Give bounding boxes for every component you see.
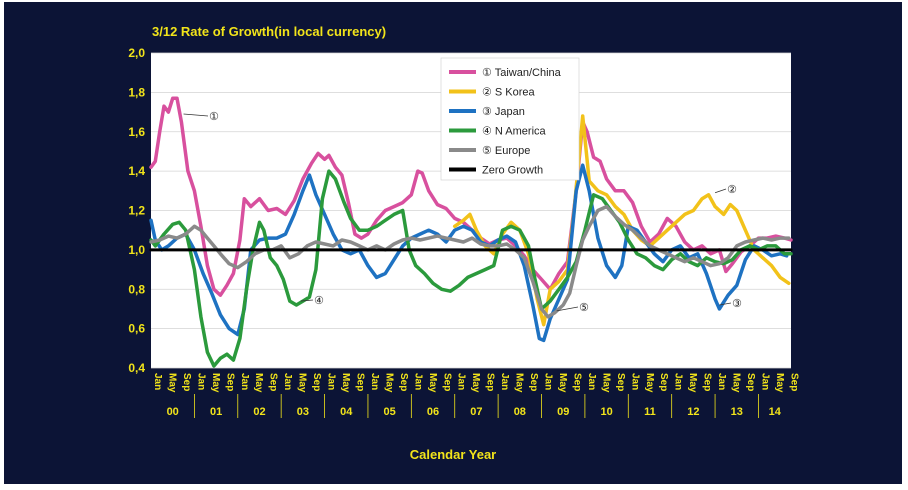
x-month-tick-label: Sep	[528, 373, 539, 391]
x-month-tick-label: May	[383, 373, 394, 393]
series-line	[149, 204, 791, 319]
legend-label: Zero Growth	[482, 165, 543, 177]
annotations: ① ② ③ ④ ⑤	[183, 110, 742, 314]
series-lines	[149, 96, 793, 368]
x-month-tick-label: Jan	[412, 373, 423, 390]
y-tick-label: 0,6	[128, 322, 145, 336]
x-month-tick-label: May	[470, 373, 481, 393]
y-tick-label: 1,6	[128, 125, 145, 139]
annotation-leader	[183, 113, 209, 117]
legend-label: ① Taiwan/China	[482, 67, 562, 79]
year-label: 10	[600, 406, 612, 418]
annotation-label: ④	[314, 294, 324, 307]
x-month-tick-label: Jan	[152, 373, 163, 390]
annotation-label: ③	[732, 297, 742, 310]
x-month-tick-label: May	[297, 373, 308, 393]
x-month-tick-label: Sep	[398, 373, 409, 391]
legend-label: ④ N America	[482, 126, 547, 138]
x-month-tick-label: Jan	[629, 373, 640, 390]
x-month-tick-label: Jan	[759, 373, 770, 390]
x-month-tick-label: Sep	[788, 373, 799, 391]
x-month-tick-label: Sep	[702, 373, 713, 391]
x-month-tick-label: May	[600, 373, 611, 393]
x-month-tick-label: May	[253, 373, 264, 393]
x-month-tick-label: Sep	[311, 373, 322, 391]
x-month-tick-label: Sep	[485, 373, 496, 391]
x-month-tick-label: May	[731, 373, 742, 393]
x-month-tick-label: Sep	[354, 373, 365, 391]
annotation-leader	[556, 306, 579, 312]
legend-label: ⑤ Europe	[482, 145, 530, 157]
y-tick-label: 2,0	[128, 46, 145, 60]
year-label: 08	[514, 406, 526, 418]
x-month-tick-label: Jan	[239, 373, 250, 390]
year-label: 03	[297, 406, 309, 418]
x-month-tick-label: Sep	[268, 373, 279, 391]
x-month-tick-label: Jan	[456, 373, 467, 390]
x-month-tick-label: Sep	[745, 373, 756, 391]
annotation-label: ⑤	[579, 301, 589, 314]
x-month-tick-label: Sep	[615, 373, 626, 391]
x-month-tick-label: May	[210, 373, 221, 393]
year-label: 05	[384, 406, 396, 418]
x-month-tick-label: Jan	[673, 373, 684, 390]
y-tick-label: 0,8	[128, 282, 145, 296]
x-month-tick-label: May	[644, 373, 655, 393]
annotation-label: ②	[727, 183, 737, 196]
x-month-tick-label: May	[166, 373, 177, 393]
x-month-tick-label: May	[687, 373, 698, 393]
chart-panel: 3/12 Rate of Growth(in local currency) 2…	[4, 2, 902, 484]
annotation-leader	[719, 302, 732, 306]
x-month-tick-label: Jan	[543, 373, 554, 390]
x-axis-label: Calendar Year	[409, 447, 497, 462]
x-month-tick-label: Jan	[369, 373, 380, 390]
year-label: 09	[557, 406, 569, 418]
y-tick-label: 1,8	[128, 85, 145, 99]
legend: ① Taiwan/China ② S Korea ③ Japan ④ N Americ…	[440, 57, 580, 181]
annotation-leader	[714, 188, 727, 194]
series-line	[452, 114, 791, 327]
year-label: 13	[731, 406, 743, 418]
x-month-tick-label: Sep	[571, 373, 582, 391]
x-month-tick-label: May	[427, 373, 438, 393]
x-month-tick-label: May	[774, 373, 785, 393]
x-month-tick-label: May	[340, 373, 351, 393]
year-label: 11	[644, 406, 656, 418]
y-tick-label: 1,2	[128, 204, 145, 218]
year-label: 07	[470, 406, 482, 418]
x-month-tick-label: Jan	[195, 373, 206, 390]
x-month-tick-label: Jan	[499, 373, 510, 390]
x-month-tick-label: Sep	[181, 373, 192, 391]
x-month-tick-label: Jan	[716, 373, 727, 390]
x-month-tick-label: Sep	[441, 373, 452, 391]
legend-label: ② S Korea	[482, 87, 536, 99]
legend-box	[440, 57, 580, 181]
x-month-tick-label: May	[557, 373, 568, 393]
x-month-tick-label: Jan	[586, 373, 597, 390]
annotation-leader	[300, 299, 314, 302]
line-chart: 2,01,81,61,41,21,00,80,60,4 Jan May Sep00J…	[128, 46, 799, 418]
y-tick-label: 1,4	[128, 164, 145, 178]
year-label: 04	[340, 406, 353, 418]
year-label: 00	[167, 406, 179, 418]
year-label: 12	[687, 406, 699, 418]
y-tick-label: 1,0	[128, 243, 145, 257]
x-month-tick-label: Sep	[224, 373, 235, 391]
year-label: 14	[769, 406, 782, 418]
year-label: 06	[427, 406, 439, 418]
x-month-tick-label: Sep	[658, 373, 669, 391]
y-tick-label: 0,4	[128, 361, 145, 375]
x-month-tick-label: Jan	[326, 373, 337, 390]
legend-label: ③ Japan	[482, 106, 525, 118]
x-month-tick-label: Jan	[282, 373, 293, 390]
year-label: 01	[210, 406, 222, 418]
chart-title: 3/12 Rate of Growth(in local currency)	[152, 24, 387, 39]
year-label: 02	[253, 406, 265, 418]
annotation-label: ①	[209, 110, 219, 123]
y-axis-ticks: 2,0 1,8 1,6 1,4 1,2 1,0 0,8 0,6 0,4	[128, 46, 145, 375]
x-month-tick-label: May	[514, 373, 525, 393]
